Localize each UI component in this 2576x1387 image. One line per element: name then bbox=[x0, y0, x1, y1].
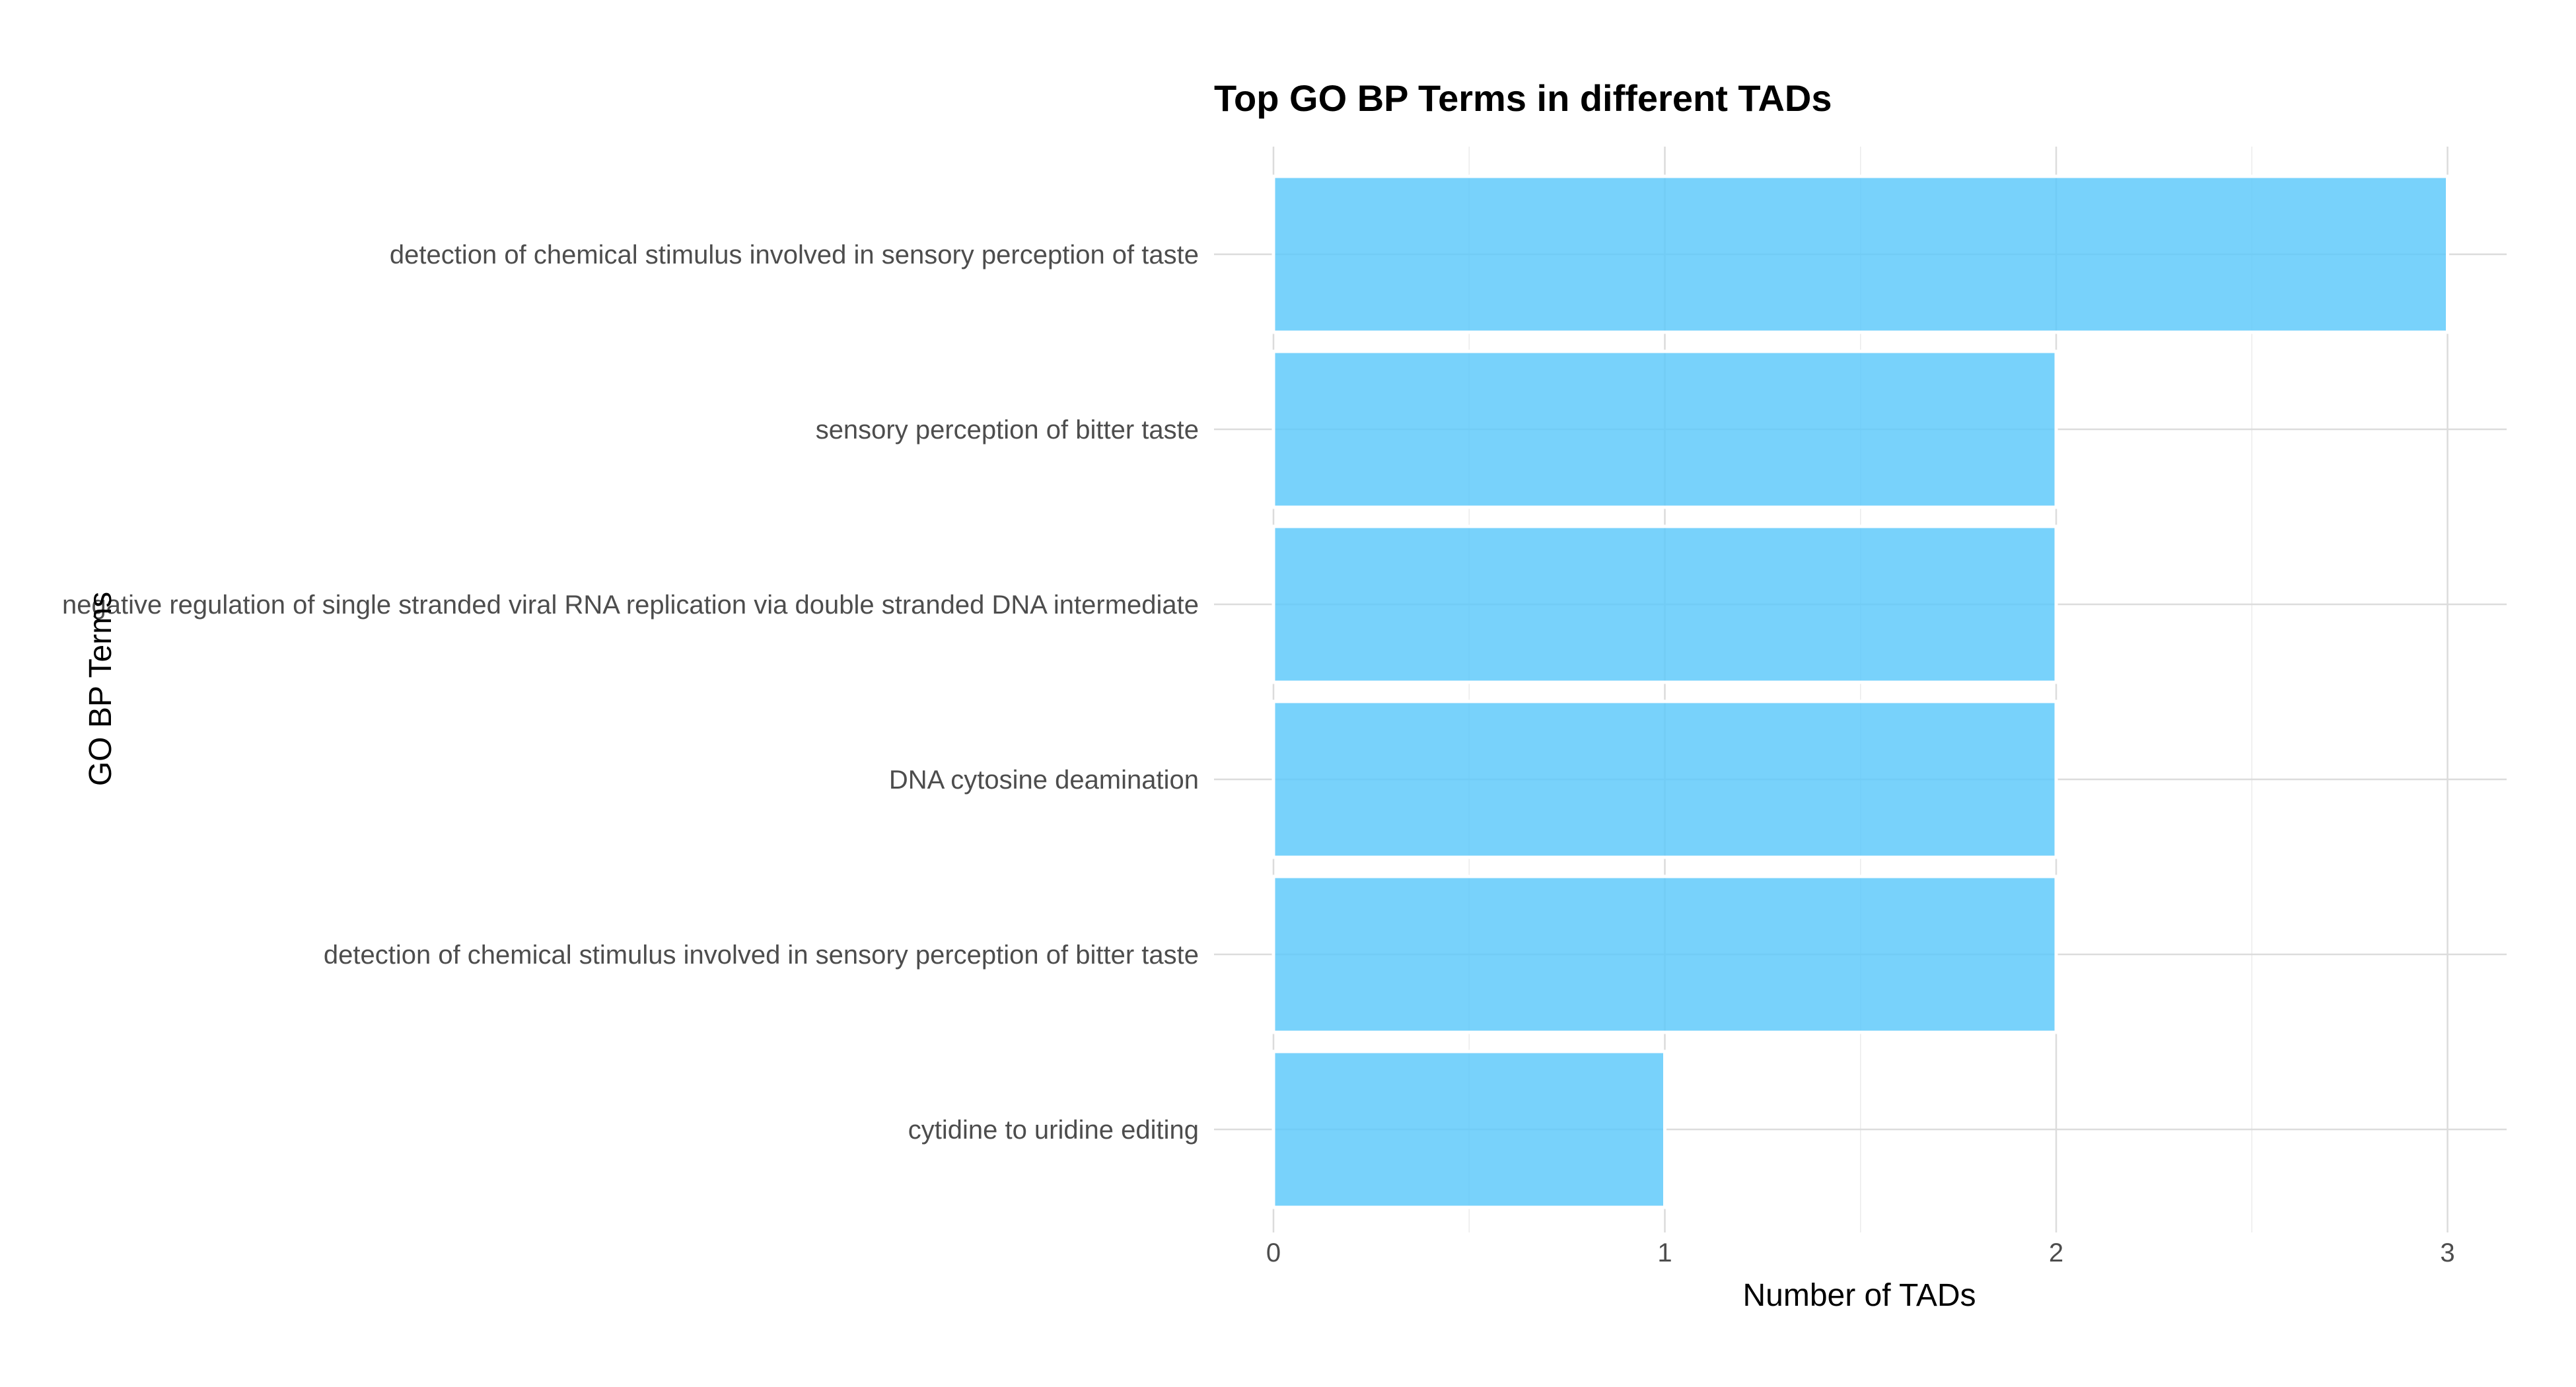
bar bbox=[1271, 699, 2058, 859]
bars bbox=[1271, 174, 2449, 1209]
bar bbox=[1271, 349, 2058, 509]
bar bbox=[1271, 1049, 1666, 1209]
x-tick-labels: 0 1 2 3 bbox=[1266, 1238, 2455, 1267]
x-axis-title: Number of TADs bbox=[1743, 1278, 1976, 1313]
y-tick-label: DNA cytosine deamination bbox=[889, 765, 1199, 795]
y-axis-title: GO BP Terms bbox=[83, 592, 118, 786]
y-tick-label: detection of chemical stimulus involved … bbox=[390, 240, 1199, 269]
x-tick-label: 3 bbox=[2440, 1238, 2454, 1267]
bar bbox=[1271, 174, 2449, 334]
y-tick-label: cytidine to uridine editing bbox=[908, 1116, 1199, 1145]
y-tick-label: detection of chemical stimulus involved … bbox=[324, 941, 1199, 970]
x-tick-label: 0 bbox=[1266, 1238, 1281, 1267]
chart-title: Top GO BP Terms in different TADs bbox=[1214, 77, 1832, 119]
bar bbox=[1271, 524, 2058, 684]
bar bbox=[1271, 874, 2058, 1034]
x-tick-label: 2 bbox=[2049, 1238, 2063, 1267]
y-tick-labels: detection of chemical stimulus involved … bbox=[62, 240, 1199, 1145]
y-tick-label: negative regulation of single stranded v… bbox=[62, 590, 1199, 620]
x-tick-label: 1 bbox=[1657, 1238, 1672, 1267]
y-tick-label: sensory perception of bitter taste bbox=[816, 415, 1199, 445]
